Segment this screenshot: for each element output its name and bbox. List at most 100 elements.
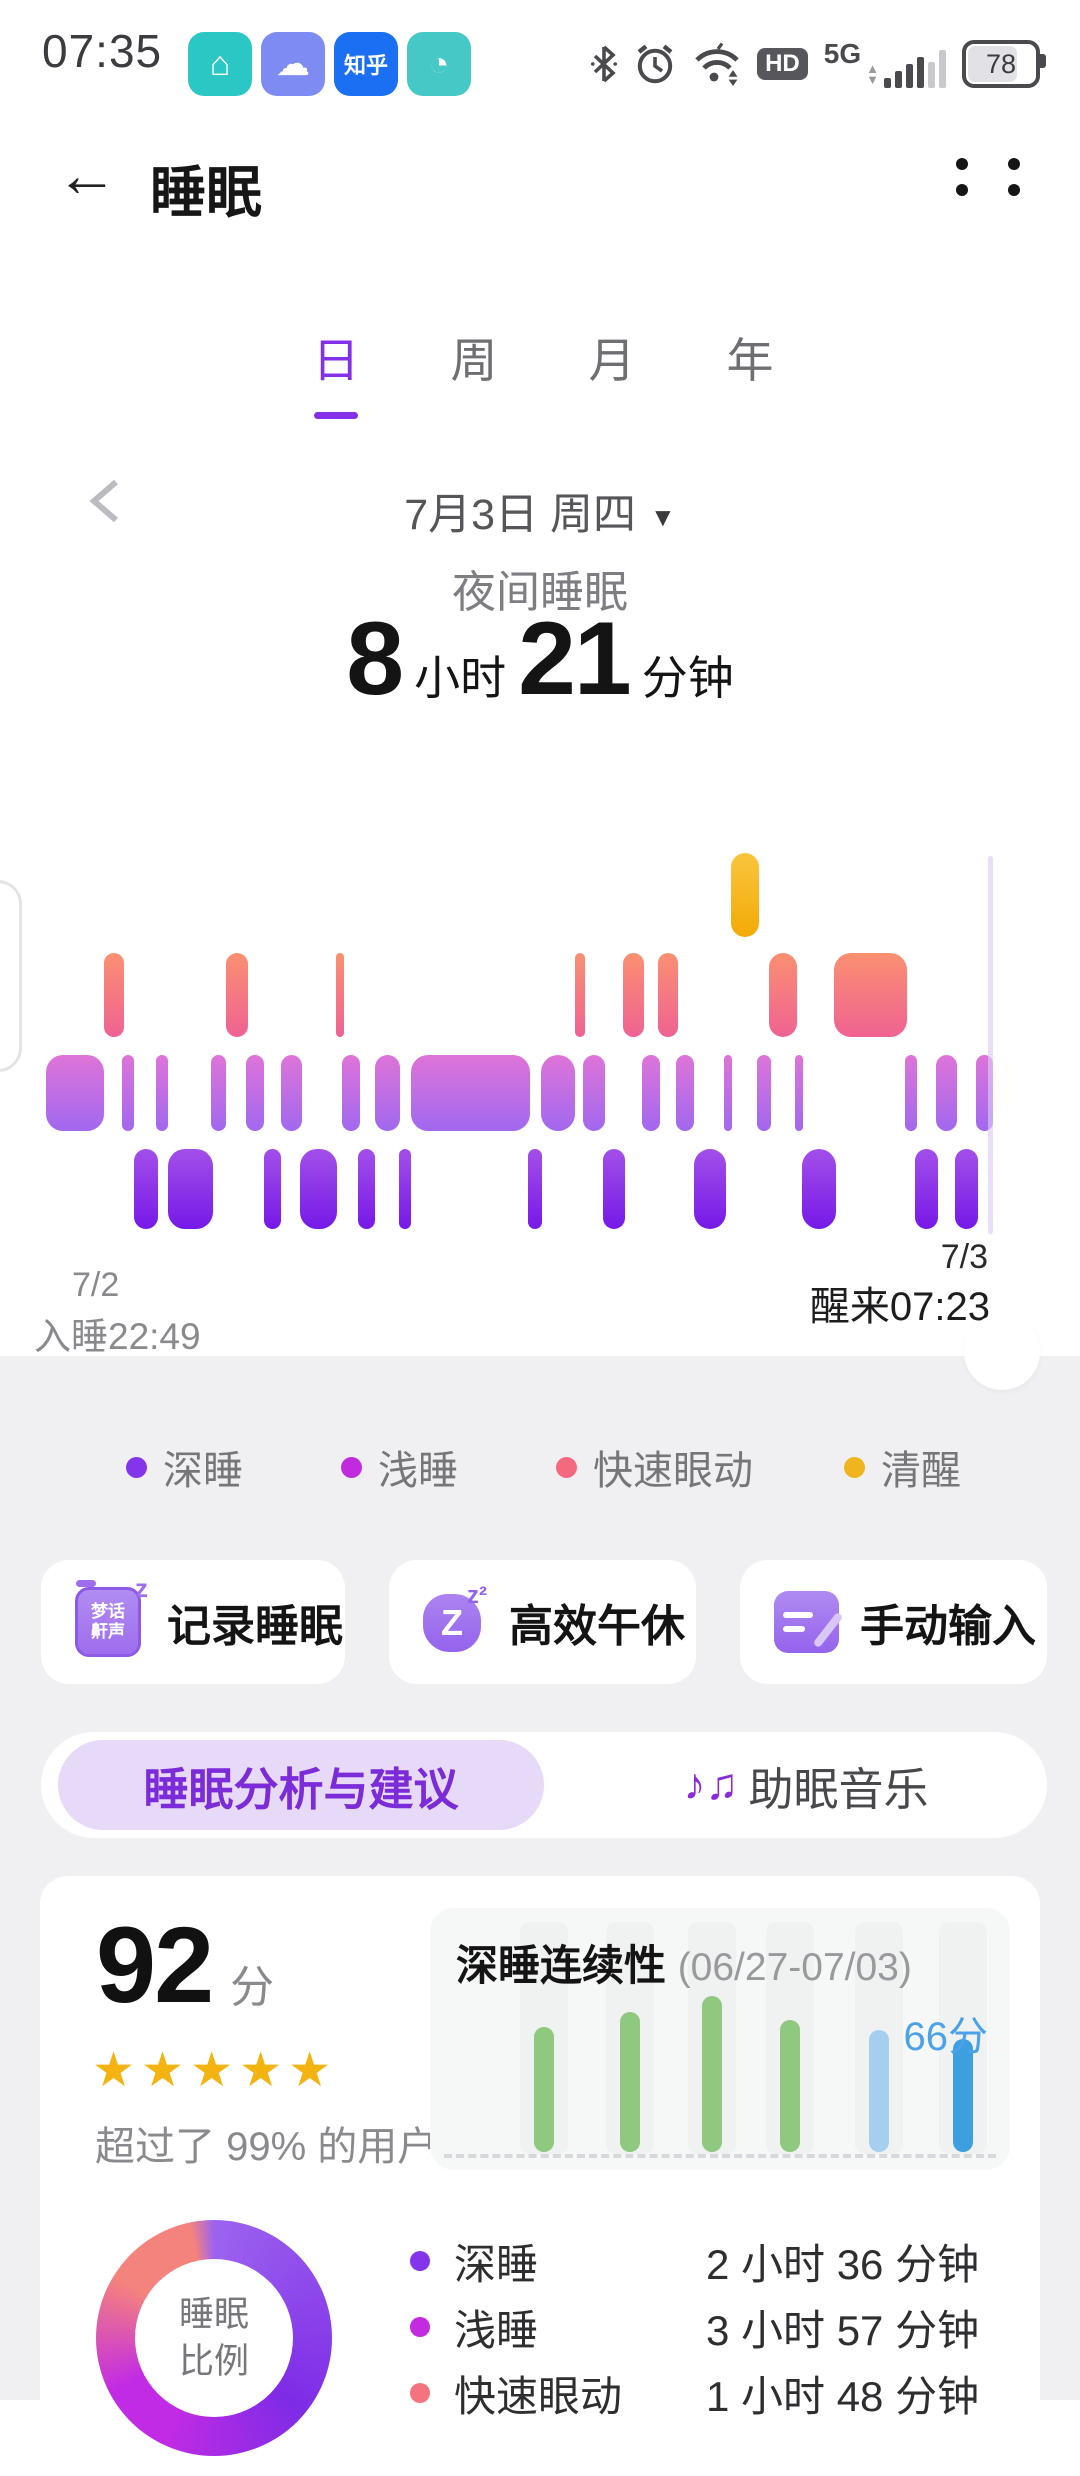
date-dropdown-icon: ▼ xyxy=(650,502,676,533)
sleep-analysis-card: 92 分 ★★★★★ 超过了 99% 的用户 深睡连续性 (06/27-07/0… xyxy=(40,1876,1040,2476)
legend-label: 浅睡 xyxy=(378,1449,458,1493)
continuity-bar xyxy=(620,2012,640,2152)
tab-day[interactable]: 日 xyxy=(312,322,360,419)
sleep-segment-deep xyxy=(134,1149,158,1229)
action-label: 手动输入 xyxy=(860,1602,1036,1651)
duration-hours-unit: 小时 xyxy=(414,652,507,704)
sleep-segment-deep xyxy=(300,1149,337,1229)
sleep-segment-light xyxy=(342,1055,360,1131)
sleep-segment-deep xyxy=(915,1149,938,1229)
wake-date: 7/3 xyxy=(940,1238,988,1276)
tab-sleep-analysis[interactable]: 睡眠分析与建议 xyxy=(58,1740,544,1830)
stat-label: 深睡 xyxy=(454,2240,539,2288)
power-nap-button[interactable]: Z z² 高效午休 xyxy=(389,1560,696,1684)
sleep-start-date: 7/2 xyxy=(72,1266,120,1304)
stat-label: 浅睡 xyxy=(454,2306,539,2354)
sleep-segment-rem xyxy=(226,953,248,1037)
battery-level: 78 xyxy=(985,48,1017,79)
legend-label: 清醒 xyxy=(881,1449,961,1493)
sleep-segment-light xyxy=(246,1055,264,1131)
power-nap-icon: Z z² xyxy=(423,1582,487,1654)
stat-dot xyxy=(410,2251,430,2271)
music-notes-icon: ♪♫ xyxy=(683,1760,739,1809)
back-button[interactable]: ← xyxy=(56,141,118,210)
sleep-segment-awake xyxy=(731,853,759,937)
sleep-segment-deep xyxy=(802,1149,836,1229)
sheet-drag-handle[interactable] xyxy=(964,1314,1040,1390)
legend-label: 快速眼动 xyxy=(593,1449,753,1493)
sleep-segment-rem xyxy=(769,953,797,1037)
data-arrows-icon: ▲ ▼ xyxy=(866,60,879,88)
subcard-date-range: (06/27-07/03) xyxy=(677,1946,912,1989)
action-label: 高效午休 xyxy=(509,1602,685,1651)
score-value: 92 xyxy=(96,1904,214,2025)
sleep-segment-rem xyxy=(104,953,124,1037)
network-indicator: 5G ▲ ▼ xyxy=(824,40,946,88)
bluetooth-icon xyxy=(591,45,618,83)
sleep-segment-light xyxy=(281,1055,302,1131)
legend-dot xyxy=(844,1456,865,1478)
deep-continuity-bars xyxy=(430,1908,1010,2154)
hypnogram-chart[interactable] xyxy=(0,853,1080,1233)
stat-row-深睡: 深睡 2 小时 36 分钟 xyxy=(410,2228,1010,2294)
duration-minutes-unit: 分钟 xyxy=(641,652,734,704)
night-sleep-label: 夜间睡眠 xyxy=(452,568,628,617)
sleep-segment-light xyxy=(411,1055,530,1131)
record-sleep-button[interactable]: z 梦话 鼾声 记录睡眠 xyxy=(41,1560,345,1684)
sleep-segment-deep xyxy=(264,1149,281,1229)
sleep-segment-rem xyxy=(834,953,907,1037)
previous-day-chevron[interactable] xyxy=(84,478,124,524)
battery-indicator: 78 xyxy=(962,40,1046,88)
tab-week[interactable]: 周 xyxy=(450,334,498,387)
sleep-segment-deep xyxy=(694,1149,726,1229)
stat-dot xyxy=(410,2317,430,2337)
sleep-segment-deep xyxy=(399,1149,411,1229)
signal-bars-icon xyxy=(884,48,946,88)
continuity-bar xyxy=(953,2039,973,2152)
continuity-bar xyxy=(534,2027,554,2152)
sleep-segment-light xyxy=(676,1055,694,1131)
period-tabs: 日 周 月 年 xyxy=(312,322,774,419)
sleep-segment-light xyxy=(795,1055,803,1131)
wifi-share-icon xyxy=(695,42,739,86)
chart-baseline xyxy=(444,2154,996,2158)
sleep-start-time: 入睡22:49 xyxy=(34,1316,201,1357)
alarm-icon xyxy=(637,44,673,84)
more-options-icon[interactable] xyxy=(956,158,1020,196)
tab-year[interactable]: 年 xyxy=(726,334,774,387)
deep-sleep-continuity-card[interactable]: 深睡连续性 (06/27-07/03) 66分 xyxy=(430,1908,1010,2170)
sleep-duration: 8 小时 21 分钟 xyxy=(0,600,1080,719)
manual-input-icon xyxy=(774,1590,844,1654)
stat-row-快速眼动: 快速眼动 1 小时 48 分钟 xyxy=(410,2360,1010,2426)
manual-input-button[interactable]: 手动输入 xyxy=(740,1560,1047,1684)
sleep-segment-light xyxy=(46,1055,104,1131)
sleep-segment-light xyxy=(211,1055,226,1131)
stat-value: 3 小时 57 分钟 xyxy=(706,2306,980,2354)
legend-dot xyxy=(126,1456,147,1478)
sleep-segment-deep xyxy=(603,1149,625,1229)
sleep-segment-rem xyxy=(623,953,644,1037)
day-separator-line xyxy=(988,856,993,1234)
continuity-bar xyxy=(780,2020,800,2152)
hd-badge: HD xyxy=(757,48,808,80)
score-stars: ★★★★★ xyxy=(92,2044,338,2097)
legend-item-浅睡: 浅睡 xyxy=(341,1438,458,1496)
notification-app-icon-zhihu: 知乎 xyxy=(334,32,398,96)
notification-app-icon-weather: ☁ xyxy=(261,32,325,96)
latest-score-label: 66分 xyxy=(903,2015,989,2059)
legend-dot xyxy=(556,1456,577,1478)
sleep-segment-rem xyxy=(575,953,585,1037)
stat-row-浅睡: 浅睡 3 小时 57 分钟 xyxy=(410,2294,1010,2360)
date-selector[interactable]: 7月3日 周四 ▼ xyxy=(0,480,1080,542)
status-time: 07:35 xyxy=(42,25,163,77)
record-sleep-icon: z 梦话 鼾声 xyxy=(75,1573,148,1657)
legend-item-深睡: 深睡 xyxy=(126,1438,243,1496)
tab-month[interactable]: 月 xyxy=(588,334,636,387)
sleep-segment-deep xyxy=(528,1149,542,1229)
sleep-segment-light xyxy=(541,1055,575,1131)
stage-legend: 深睡 浅睡 快速眼动 清醒 xyxy=(0,1438,1080,1493)
score-percentile: 超过了 99% 的用户 xyxy=(95,2125,438,2169)
tab-sleep-music[interactable]: ♪♫ 助眠音乐 xyxy=(683,1760,929,1815)
sleep-segment-light xyxy=(375,1055,400,1131)
stat-label: 快速眼动 xyxy=(454,2372,623,2420)
